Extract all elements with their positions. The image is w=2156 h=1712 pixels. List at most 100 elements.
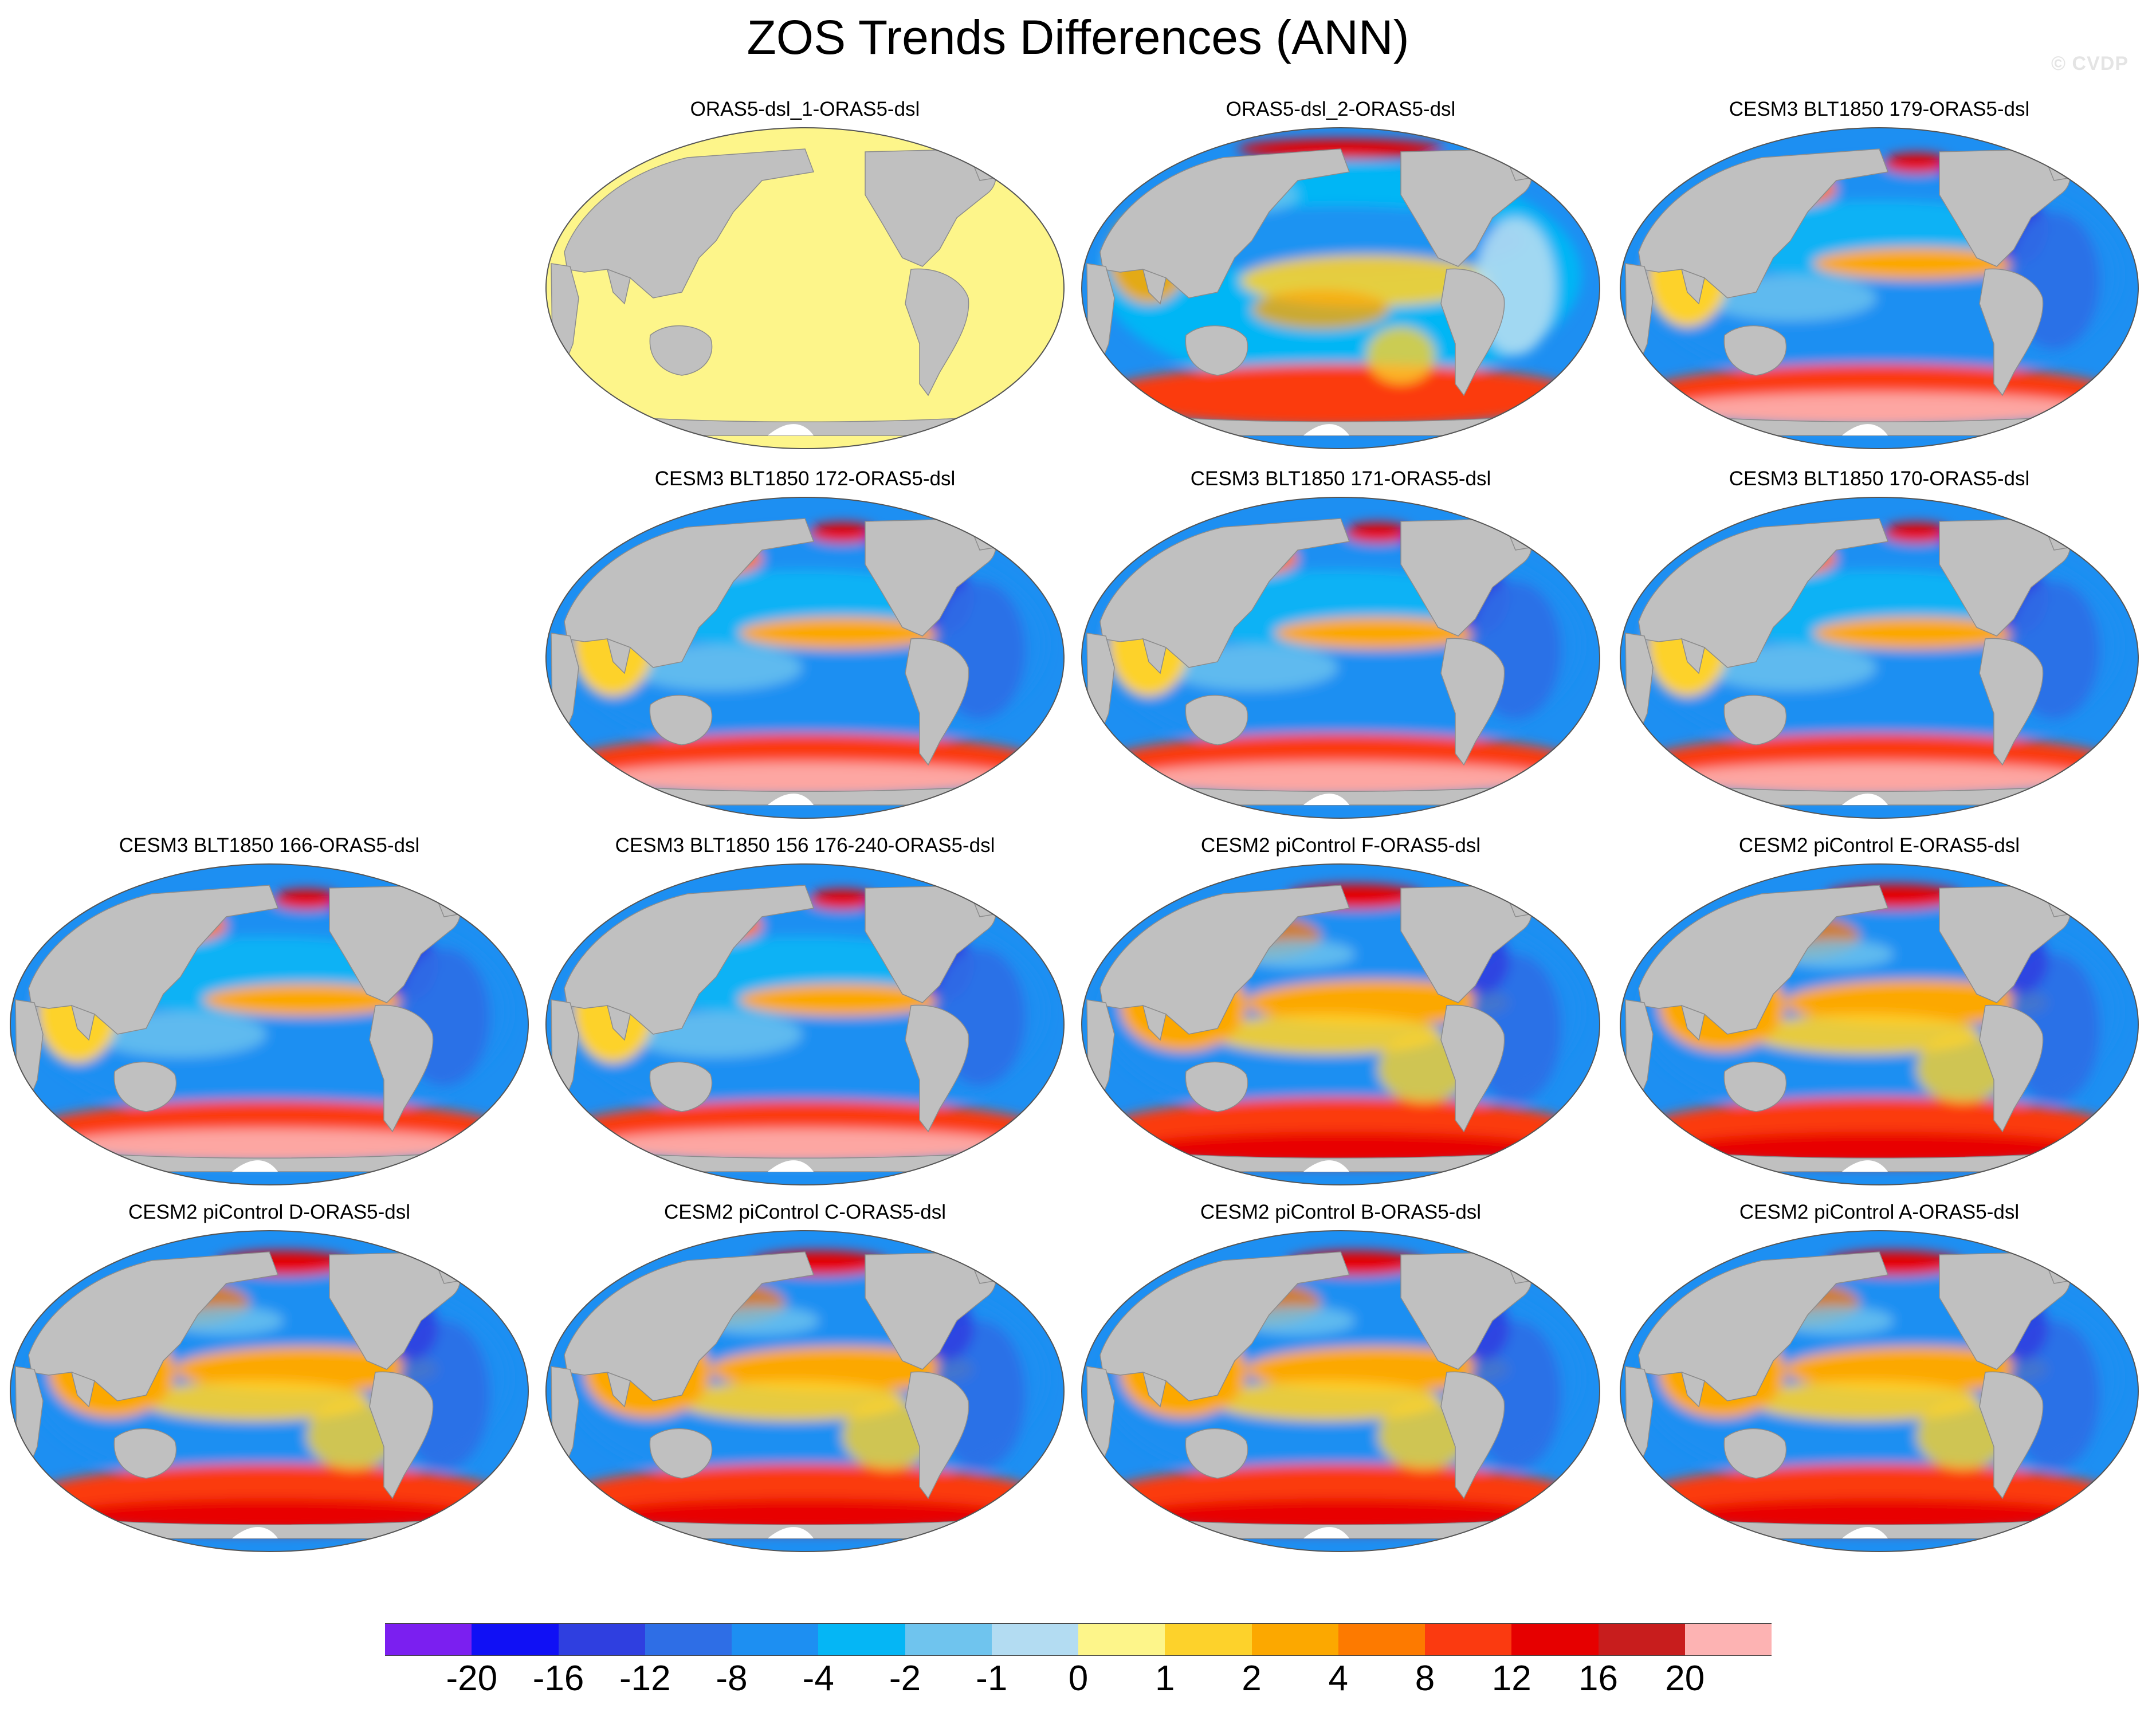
land-australia	[113, 1428, 177, 1479]
ice-shelf	[1303, 424, 1349, 435]
trend-region	[1813, 617, 2020, 649]
map-canvas	[1620, 497, 2139, 819]
map-panel: ORAS5-dsl_1-ORAS5-dsl	[544, 97, 1066, 453]
ice-shelf	[768, 424, 814, 435]
map-outline	[545, 127, 1065, 449]
land-india	[1142, 1004, 1167, 1041]
trend-region	[52, 1129, 487, 1163]
map-canvas	[1081, 1230, 1600, 1552]
trend-region	[1882, 523, 1951, 543]
trend-region	[739, 984, 945, 1016]
land-samerica	[1440, 1004, 1505, 1133]
land-samerica	[905, 1371, 969, 1499]
map-outline	[10, 863, 529, 1185]
land-india	[1680, 268, 1705, 305]
colorbar-swatch	[1598, 1623, 1685, 1656]
trend-region	[1662, 762, 2097, 796]
map-panel: CESM2 piControl B-ORAS5-dsl	[1080, 1200, 1601, 1556]
trend-region	[587, 762, 1023, 796]
map-canvas	[1620, 127, 2139, 449]
panel-title: ORAS5-dsl_1-ORAS5-dsl	[690, 98, 920, 120]
trend-region	[203, 984, 410, 1016]
trend-region	[587, 1129, 1023, 1163]
ice-shelf	[1303, 794, 1349, 805]
colorbar-tick-label: -4	[802, 1659, 834, 1698]
panel-title: CESM3 BLT1850 172-ORAS5-dsl	[654, 468, 956, 490]
map-panel: CESM2 piControl E-ORAS5-dsl	[1619, 834, 2140, 1189]
land-asia	[1638, 885, 1889, 1035]
land-australia	[1723, 1061, 1787, 1112]
land-australia	[1723, 325, 1787, 376]
panel-title: CESM2 piControl C-ORAS5-dsl	[663, 1201, 947, 1223]
land-asia	[1638, 148, 1889, 299]
ice-shelf	[1303, 1527, 1349, 1538]
land-india	[606, 1004, 631, 1041]
map-panel: CESM3 BLT1850 156 176-240-ORAS5-dsl	[544, 834, 1066, 1189]
land-samerica	[905, 268, 969, 396]
land-india	[606, 1371, 631, 1408]
land-asia	[564, 148, 815, 299]
land-samerica	[905, 638, 969, 766]
map-panel: CESM2 piControl A-ORAS5-dsl	[1619, 1200, 2140, 1556]
panel-title: CESM2 piControl F-ORAS5-dsl	[1200, 834, 1481, 857]
map-panel: CESM3 BLT1850 171-ORAS5-dsl	[1080, 467, 1601, 822]
map-outline	[545, 1230, 1065, 1552]
ice-shelf	[1303, 1160, 1349, 1172]
land-asia	[1638, 1251, 1889, 1401]
trend-region	[1662, 392, 2097, 427]
map-canvas	[545, 863, 1065, 1185]
map-panel: CESM3 BLT1850 170-ORAS5-dsl	[1619, 467, 2140, 822]
colorbar-tick-label: -8	[716, 1659, 748, 1698]
land-asia	[564, 1251, 815, 1401]
trend-region	[808, 889, 877, 910]
colorbar-tick-label: -2	[889, 1659, 921, 1698]
trend-region	[1252, 289, 1389, 329]
land-samerica	[905, 1004, 969, 1133]
colorbar	[385, 1623, 1772, 1656]
map-panel: CESM3 BLT1850 172-ORAS5-dsl	[544, 467, 1066, 822]
map-canvas	[545, 1230, 1065, 1552]
trend-region	[1344, 523, 1412, 543]
land-india	[1142, 268, 1167, 305]
colorbar-labels: -20 -16 -12 -8 -4 -2 -1 0 1 2 4 8 12 16 20	[0, 1659, 2156, 1705]
map-canvas	[1081, 127, 1600, 449]
trend-region	[1212, 1014, 1441, 1054]
land-asia	[564, 518, 815, 668]
trend-region	[1813, 248, 2020, 280]
panel-title: ORAS5-dsl_2-ORAS5-dsl	[1226, 98, 1456, 120]
colorbar-swatch	[1078, 1623, 1165, 1656]
colorbar-swatch	[905, 1623, 992, 1656]
land-samerica	[1979, 638, 2044, 766]
trend-region	[140, 1381, 370, 1421]
panel-title: CESM2 piControl B-ORAS5-dsl	[1200, 1201, 1482, 1223]
map-outline	[1620, 497, 2139, 819]
land-australia	[113, 1061, 177, 1112]
map-canvas	[10, 863, 529, 1185]
colorbar-swatch	[991, 1623, 1078, 1656]
trend-region	[1882, 153, 1951, 174]
colorbar-swatch	[1684, 1623, 1772, 1656]
ice-shelf	[1842, 1527, 1888, 1538]
trend-region	[676, 1381, 905, 1421]
map-canvas	[545, 127, 1065, 449]
map-canvas	[1081, 863, 1600, 1185]
trend-region	[1100, 364, 1581, 427]
colorbar-swatch	[385, 1623, 472, 1656]
land-australia	[649, 1061, 713, 1112]
map-canvas	[1081, 497, 1600, 819]
colorbar-tick-label: 0	[1068, 1659, 1089, 1698]
colorbar-tick-label: 4	[1328, 1659, 1348, 1698]
trend-region	[1366, 327, 1435, 384]
land-asia	[1099, 1251, 1350, 1401]
map-panel: CESM2 piControl C-ORAS5-dsl	[544, 1200, 1066, 1556]
land-australia	[1185, 694, 1248, 745]
ice-shelf	[232, 1527, 278, 1538]
land-india	[1680, 1371, 1705, 1408]
colorbar-tick-label: -20	[446, 1659, 498, 1698]
map-outline	[545, 863, 1065, 1185]
map-outline	[1081, 863, 1600, 1185]
trend-region	[739, 617, 945, 649]
panel-title: CESM3 BLT1850 156 176-240-ORAS5-dsl	[615, 834, 995, 857]
map-outline	[1620, 1230, 2139, 1552]
ice-shelf	[768, 794, 814, 805]
